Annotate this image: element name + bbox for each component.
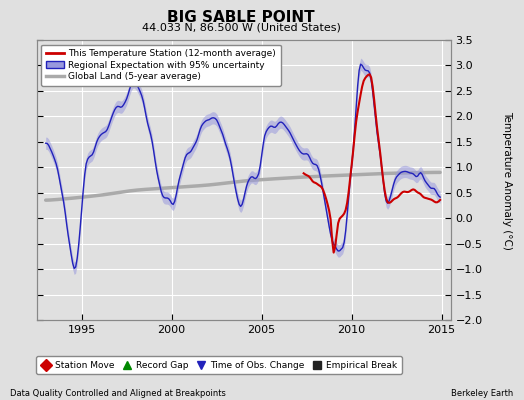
Y-axis label: Temperature Anomaly (°C): Temperature Anomaly (°C): [502, 110, 512, 250]
Text: BIG SABLE POINT: BIG SABLE POINT: [167, 10, 315, 25]
Text: 44.033 N, 86.500 W (United States): 44.033 N, 86.500 W (United States): [141, 22, 341, 32]
Legend: Station Move, Record Gap, Time of Obs. Change, Empirical Break: Station Move, Record Gap, Time of Obs. C…: [36, 356, 402, 374]
Text: Berkeley Earth: Berkeley Earth: [451, 389, 514, 398]
Text: Data Quality Controlled and Aligned at Breakpoints: Data Quality Controlled and Aligned at B…: [10, 389, 226, 398]
